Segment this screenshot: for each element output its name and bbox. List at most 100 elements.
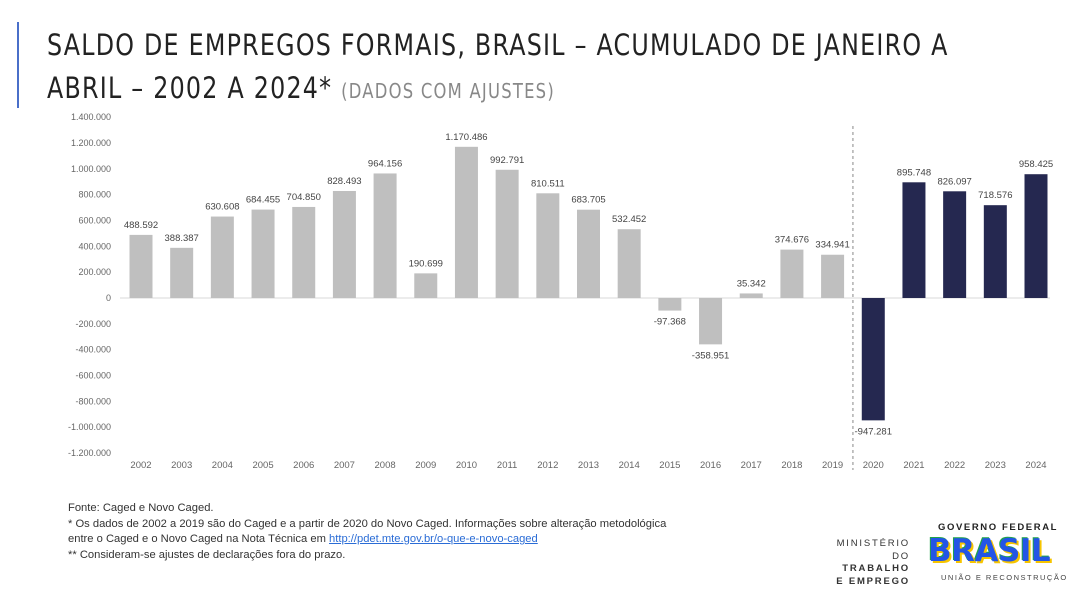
- bar-2020: [861, 298, 885, 421]
- data-label-2010: 1.170.486: [445, 132, 487, 143]
- bar-chart: 1.400.000 1.200.000 1.000.000 800.000 600.00…: [68, 112, 1053, 471]
- data-label-2009: 190.699: [409, 258, 443, 269]
- bar-2016: [699, 298, 723, 345]
- x-tick-label: 2011: [497, 460, 517, 471]
- data-label-2007: 828.493: [327, 176, 361, 187]
- data-label-2014: 532.452: [612, 214, 646, 225]
- x-tick-label: 2005: [252, 460, 273, 471]
- bar-2003: [170, 247, 194, 298]
- data-label-2015: -97.368: [654, 317, 686, 328]
- y-tick-label: 200.000: [78, 267, 111, 277]
- x-tick-label: 2009: [415, 460, 436, 471]
- nota-tecnica-link[interactable]: http://pdet.mte.gov.br/o-que-e-novo-cage…: [329, 533, 538, 545]
- data-label-2024: 958.425: [1019, 159, 1053, 170]
- y-tick-label: -600.000: [75, 371, 111, 381]
- x-tick-label: 2013: [578, 460, 599, 471]
- x-tick-label: 2003: [171, 460, 192, 471]
- ministry-line-3: E EMPREGO: [836, 575, 910, 587]
- x-tick-label: 2017: [741, 460, 762, 471]
- data-label-2023: 718.576: [978, 190, 1012, 201]
- x-tick-label: 2002: [130, 460, 151, 471]
- x-tick-label: 2007: [334, 460, 355, 471]
- x-tick-label: 2015: [659, 460, 680, 471]
- bar-2024: [1024, 174, 1048, 298]
- data-label-2020: -947.281: [855, 426, 893, 437]
- bar-2013: [577, 209, 600, 298]
- data-label-2005: 684.455: [246, 195, 280, 206]
- bar-2007: [332, 190, 356, 298]
- title-line-1: SALDO DE EMPREGOS FORMAIS, BRASIL – ACUM…: [47, 28, 949, 62]
- data-label-2008: 964.156: [368, 158, 402, 169]
- data-label-2004: 630.608: [205, 202, 239, 213]
- bar-2012: [536, 193, 560, 298]
- accent-bar: [17, 22, 19, 108]
- x-tick-label: 2018: [781, 460, 802, 471]
- y-tick-label: 400.000: [78, 241, 111, 251]
- data-label-2012: 810.511: [531, 178, 565, 189]
- bar-2019: [821, 254, 845, 298]
- data-label-2021: 895.748: [897, 167, 931, 178]
- bar-2014: [617, 229, 641, 298]
- title-line-2: ABRIL – 2002 A 2024* (DADOS COM AJUSTES): [47, 71, 555, 105]
- gov-federal-label: GOVERNO FEDERAL: [938, 522, 1059, 533]
- x-tick-label: 2023: [985, 460, 1006, 471]
- data-label-2011: 992.791: [490, 155, 524, 166]
- x-tick-label: 2006: [293, 460, 314, 471]
- y-tick-label: 600.000: [78, 216, 111, 226]
- ministry-logo: MINISTÉRIO DO TRABALHO E EMPREGO: [820, 538, 910, 588]
- y-tick-label: -800.000: [75, 396, 111, 406]
- y-tick-label: -200.000: [75, 319, 111, 329]
- data-label-2019: 334.941: [815, 240, 849, 251]
- bar-2008: [373, 173, 397, 298]
- source-note: Fonte: Caged e Novo Caged.: [68, 502, 214, 514]
- title-note: (DADOS COM AJUSTES): [341, 79, 555, 103]
- page-title: SALDO DE EMPREGOS FORMAIS, BRASIL – ACUM…: [47, 24, 949, 113]
- bar-2011: [495, 169, 519, 298]
- adjustments-note: ** Consideram-se ajustes de declarações …: [68, 548, 346, 561]
- y-tick-label: -1.200.000: [68, 448, 111, 458]
- x-tick-label: 2010: [456, 460, 477, 471]
- slogan: UNIÃO E RECONSTRUÇÃO: [941, 573, 1068, 582]
- bar-2023: [983, 205, 1007, 298]
- bar-2002: [129, 234, 153, 298]
- footer-notes: Fonte: Caged e Novo Caged. * Os dados de…: [68, 501, 666, 563]
- x-tick-label: 2016: [700, 460, 721, 471]
- bar-2017: [739, 293, 763, 298]
- data-label-2006: 704.850: [287, 192, 321, 203]
- x-tick-label: 2021: [903, 460, 924, 471]
- y-tick-label: 1.200.000: [71, 138, 111, 148]
- bar-2018: [780, 249, 804, 298]
- y-tick-label: 1.400.000: [71, 112, 111, 122]
- data-label-2017: 35.342: [737, 278, 766, 289]
- y-tick-label: 800.000: [78, 190, 111, 200]
- x-tick-label: 2020: [863, 460, 884, 471]
- y-tick-label: -1.000.000: [68, 422, 111, 432]
- bar-2004: [210, 216, 234, 298]
- brasil-logo: BRASIL: [928, 533, 1051, 569]
- data-label-2003: 388.387: [165, 233, 199, 244]
- data-label-2018: 374.676: [775, 235, 809, 246]
- x-tick-label: 2012: [537, 460, 558, 471]
- data-label-2002: 488.592: [124, 220, 158, 231]
- data-label-2013: 683.705: [571, 195, 605, 206]
- ministry-line-1: MINISTÉRIO DO: [836, 538, 910, 562]
- x-tick-label: 2014: [619, 460, 640, 471]
- x-tick-label: 2022: [944, 460, 965, 471]
- x-tick-label: 2008: [375, 460, 396, 471]
- data-label-2022: 826.097: [937, 176, 971, 187]
- bar-2005: [251, 209, 275, 298]
- bar-2022: [943, 191, 967, 298]
- bar-2010: [454, 146, 478, 298]
- bar-2006: [292, 206, 316, 298]
- bar-2009: [414, 273, 438, 298]
- bar-2021: [902, 182, 926, 298]
- ministry-line-2: TRABALHO: [842, 563, 910, 574]
- data-label-2016: -358.951: [692, 350, 730, 361]
- methodology-note-2: entre o Caged e o Novo Caged na Nota Téc…: [68, 533, 538, 545]
- y-tick-label: 0: [106, 293, 111, 303]
- x-tick-label: 2004: [212, 460, 233, 471]
- x-tick-label: 2019: [822, 460, 843, 471]
- y-tick-label: -400.000: [75, 345, 111, 355]
- x-tick-label: 2024: [1025, 460, 1046, 471]
- methodology-note: * Os dados de 2002 a 2019 são do Caged e…: [68, 517, 667, 530]
